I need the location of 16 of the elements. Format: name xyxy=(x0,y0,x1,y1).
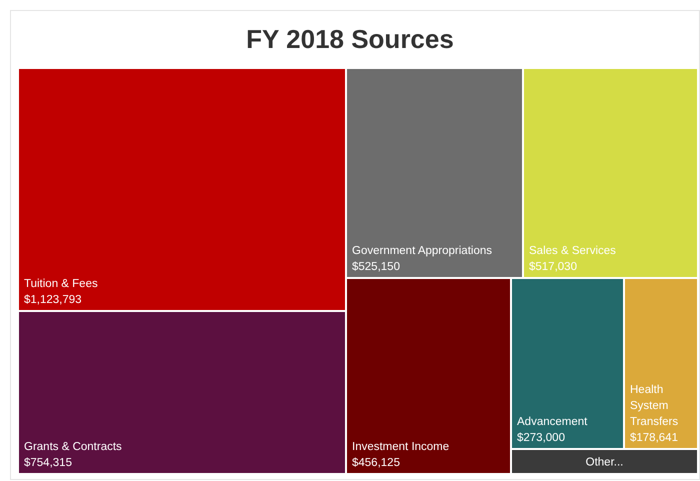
category-label: Grants & Contracts xyxy=(24,441,122,453)
category-label: Tuition & Fees xyxy=(24,278,98,290)
data-label: $754,315 xyxy=(24,457,72,469)
category-label: Government Appropriations xyxy=(352,245,492,257)
category-label: Health System Transfers xyxy=(630,384,678,428)
category-label: Sales & Services xyxy=(529,245,616,257)
category-label: Advancement xyxy=(517,416,588,428)
category-label: Investment Income xyxy=(352,441,450,453)
data-label: $525,150 xyxy=(352,261,400,273)
data-label: $178,641 xyxy=(630,432,678,444)
data-label: $456,125 xyxy=(352,457,400,469)
data-label: $273,000 xyxy=(517,432,565,444)
category-label: Other... xyxy=(586,456,624,468)
data-label: $517,030 xyxy=(529,261,577,273)
data-label: $1,123,793 xyxy=(24,294,82,306)
text: FY 2018 Sources xyxy=(245,24,455,55)
